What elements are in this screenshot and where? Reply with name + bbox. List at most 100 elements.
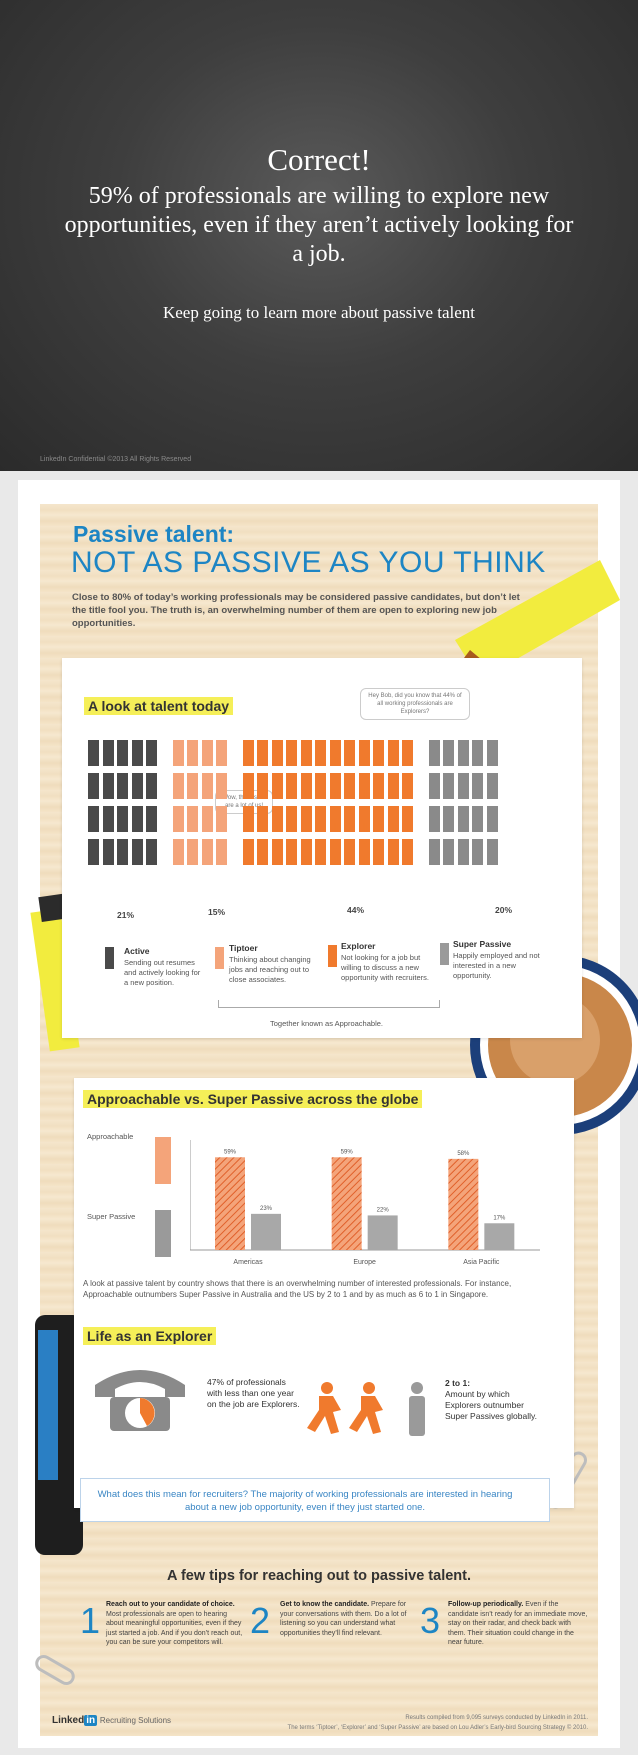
tip-3: Follow-up periodically. Even if the cand… (448, 1600, 588, 1648)
person-icon (131, 773, 143, 799)
recruiter-question: What does this mean for recruiters? The … (97, 1489, 513, 1513)
active-person-icon (105, 947, 114, 969)
person-icon (358, 839, 370, 865)
person-icon (271, 773, 283, 799)
keep-going-link[interactable]: Keep going to learn more about passive t… (162, 303, 476, 322)
person-icon (358, 806, 370, 832)
person-icon (172, 806, 184, 832)
person-icon (172, 740, 184, 766)
person-icon (102, 773, 114, 799)
approachable-bracket (218, 1000, 440, 1008)
person-icon (242, 740, 254, 766)
person-icon (428, 740, 440, 766)
bar-asia-pacific-approachable (448, 1158, 479, 1250)
bar-europe-approachable (331, 1157, 362, 1250)
person-icon (486, 773, 498, 799)
person-icon (344, 773, 355, 799)
person-icon (486, 740, 498, 766)
person-icon (457, 806, 469, 832)
person-icon (402, 839, 413, 865)
bar-value-label: 59% (224, 1149, 237, 1155)
bar-americas-approachable (215, 1157, 245, 1250)
copyright-note: LinkedIn Confidential ©2013 All Rights R… (40, 456, 192, 463)
person-icon (88, 773, 99, 799)
percent-tiptoer: 15% (208, 907, 226, 917)
tip-bold: Follow-up periodically. (448, 1601, 524, 1608)
person-icon (242, 839, 254, 865)
person-icon (88, 839, 99, 865)
person-icon (373, 740, 384, 766)
logo-word: Linked (52, 1715, 85, 1726)
person-icon (300, 806, 312, 832)
tip-number: 3 (420, 1600, 441, 1641)
person-icon (88, 806, 99, 832)
person-icon (373, 773, 384, 799)
bar-value-label: 23% (260, 1206, 273, 1212)
category-tick-label: Europe (353, 1259, 376, 1266)
person-icon (457, 839, 469, 865)
slide-headline: Correct! (267, 142, 371, 177)
person-icon (187, 740, 198, 766)
person-icon (443, 806, 454, 832)
person-icon (387, 839, 399, 865)
people-row (88, 832, 558, 865)
person-icon (373, 806, 384, 832)
approachable-person-icon (155, 1137, 171, 1184)
speech-bubble-top: Hey Bob, did you know that 44% of all wo… (360, 688, 470, 720)
person-icon (457, 740, 469, 766)
person-icon (329, 839, 341, 865)
person-icon (102, 839, 114, 865)
linkedin-logo[interactable]: Linked in Recruiting Solutions (52, 1715, 171, 1726)
person-icon (172, 773, 184, 799)
person-icon (315, 806, 326, 832)
category-name: Super Passive (453, 939, 512, 949)
category-desc: Sending out resumes and actively looking… (124, 958, 201, 987)
person-icon (329, 806, 341, 832)
person-icon (88, 740, 99, 766)
slide-subline: 59% of professionals are willing to expl… (64, 183, 574, 267)
person-icon (257, 773, 268, 799)
person-icon (216, 740, 227, 766)
category-desc: Happily employed and not interested in a… (453, 951, 540, 980)
people-row (88, 766, 558, 799)
source-line-2: The terms ‘Tiptoer’, ‘Explorer’ and ‘Sup… (287, 1725, 588, 1731)
person-icon (286, 740, 297, 766)
phone-icon (35, 1315, 83, 1555)
person-icon (315, 839, 326, 865)
person-icon (271, 839, 283, 865)
globe-heading: Approachable vs. Super Passive across th… (83, 1090, 423, 1108)
person-icon (216, 839, 227, 865)
person-icon (131, 839, 143, 865)
person-icon (102, 740, 114, 766)
person-icon (428, 806, 440, 832)
person-icon (344, 740, 355, 766)
person-icon (472, 839, 483, 865)
person-icon (286, 839, 297, 865)
person-icon (257, 839, 268, 865)
person-icon (271, 740, 283, 766)
person-icon (286, 773, 297, 799)
person-icon (216, 806, 227, 832)
explorer-stat: 47% of professionals with less than one … (207, 1377, 300, 1409)
person-icon (329, 740, 341, 766)
explorer-person-icon (328, 945, 337, 967)
tip-bold: Reach out to your candidate of choice. (106, 1601, 235, 1608)
tip-text: Most professionals are open to hearing a… (106, 1610, 243, 1647)
ratio-text: Amount by which Explorers outnumber Supe… (445, 1389, 537, 1421)
person-icon (201, 806, 213, 832)
ratio-title: 2 to 1: (445, 1378, 471, 1388)
person-icon (472, 806, 483, 832)
source-line-1: Results compiled from 9,095 surveys cond… (405, 1715, 588, 1721)
person-icon (146, 773, 157, 799)
bar-value-label: 58% (457, 1151, 470, 1157)
bar-value-label: 59% (341, 1149, 354, 1155)
person-icon (402, 773, 413, 799)
globe-paragraph: A look at passive talent by country show… (83, 1279, 512, 1299)
tip-number: 1 (80, 1600, 101, 1641)
bar-asia-pacific-super-passive (484, 1223, 515, 1250)
logo-in: in (84, 1715, 98, 1726)
tip-bold: Get to know the candidate. (280, 1601, 370, 1608)
person-icon (344, 806, 355, 832)
percent-explorer: 44% (347, 905, 365, 915)
category-tick-label: Asia Pacific (463, 1259, 500, 1266)
